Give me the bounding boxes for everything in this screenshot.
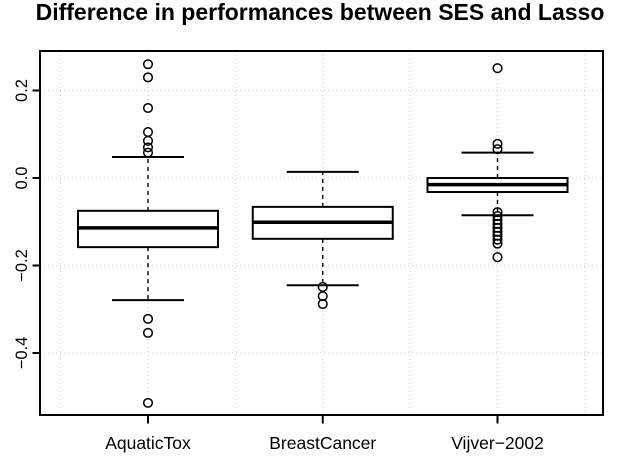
x-tick-label: Vijver−2002 bbox=[451, 433, 544, 453]
chart-title: Difference in performances between SES a… bbox=[36, 0, 605, 25]
outlier-point bbox=[142, 135, 154, 146]
x-tick-label: BreastCancer bbox=[269, 433, 376, 453]
outlier-point bbox=[142, 313, 154, 324]
y-tick-label: −0.2 bbox=[13, 249, 31, 282]
outlier-point bbox=[142, 147, 154, 158]
outlier-point bbox=[492, 234, 503, 245]
outlier-point bbox=[142, 59, 154, 70]
boxplot-Vijver−2002 bbox=[426, 63, 569, 263]
outlier-point bbox=[142, 327, 154, 338]
outlier-point bbox=[317, 298, 328, 310]
outlier-point bbox=[142, 102, 154, 114]
outlier-point bbox=[492, 238, 503, 249]
y-tick-label: 0.0 bbox=[13, 167, 31, 190]
outlier-point bbox=[142, 397, 154, 408]
outlier-point bbox=[492, 63, 503, 74]
outlier-point bbox=[142, 72, 154, 83]
outlier-point bbox=[492, 138, 503, 149]
plot-border bbox=[39, 50, 604, 416]
y-tick-label: 0.2 bbox=[13, 79, 31, 102]
axes: 0.2 0.0 −0.2 −0.4 AquaticTox BreastCancer Vijv… bbox=[13, 79, 544, 453]
boxplot-BreastCancer bbox=[251, 170, 394, 310]
outlier-point bbox=[492, 252, 503, 263]
outlier-point bbox=[142, 142, 154, 153]
x-tick-label: AquaticTox bbox=[105, 433, 191, 453]
boxplots bbox=[77, 59, 569, 408]
outlier-point bbox=[492, 144, 503, 155]
y-tick-label: −0.4 bbox=[13, 337, 31, 370]
boxplot-AquaticTox bbox=[77, 59, 219, 408]
